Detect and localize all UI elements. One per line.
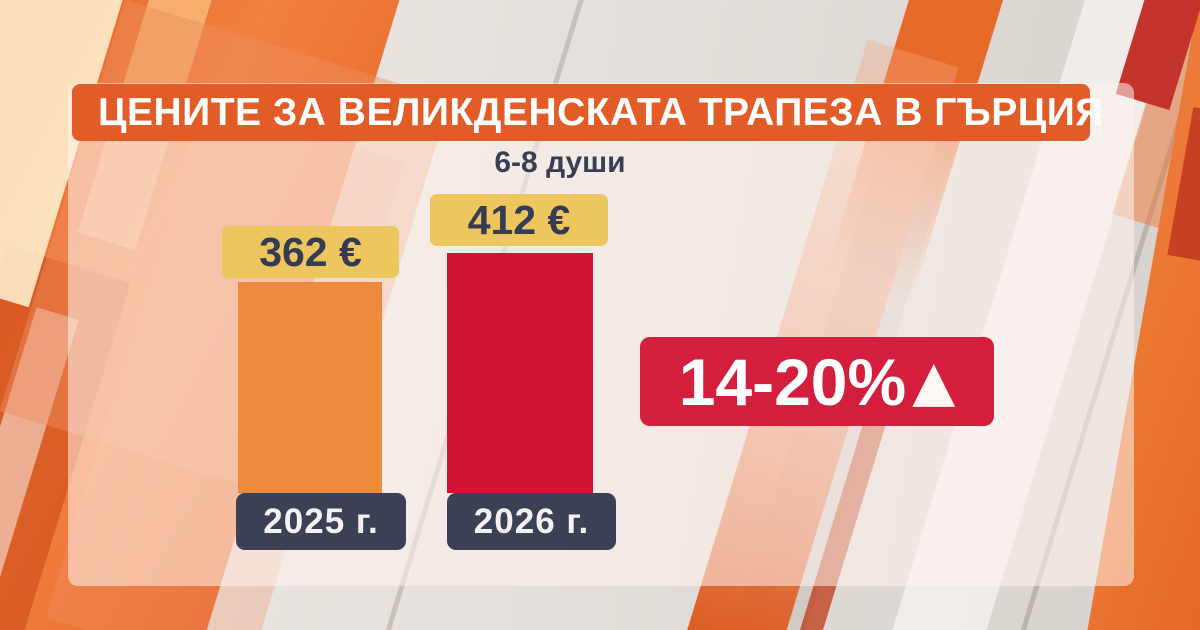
value-badge-2026: 412 € bbox=[430, 194, 608, 246]
bar-2025 bbox=[238, 282, 382, 493]
serving-size-label: 6-8 души bbox=[494, 146, 626, 179]
up-triangle-icon: ▲ bbox=[912, 348, 956, 414]
bar-2026 bbox=[447, 253, 593, 493]
page-title: ЦЕНИТЕ ЗА ВЕЛИКДЕНСКАТА ТРАПЕЗА В ГЪРЦИЯ bbox=[98, 90, 1104, 134]
title-banner: ЦЕНИТЕ ЗА ВЕЛИКДЕНСКАТА ТРАПЕЗА В ГЪРЦИЯ bbox=[72, 84, 1103, 141]
price-increase-badge: 14-20% ▲ bbox=[640, 337, 994, 426]
year-label-2025: 2025 г. bbox=[236, 493, 406, 550]
value-label-2025: 362 € bbox=[259, 228, 362, 275]
year-text-2025: 2025 г. bbox=[263, 501, 379, 541]
value-badge-2025: 362 € bbox=[222, 226, 399, 278]
value-label-2026: 412 € bbox=[467, 196, 571, 243]
year-text-2026: 2026 г. bbox=[473, 501, 590, 541]
price-increase-text: 14-20% bbox=[678, 344, 907, 419]
year-label-2026: 2026 г. bbox=[447, 493, 616, 550]
